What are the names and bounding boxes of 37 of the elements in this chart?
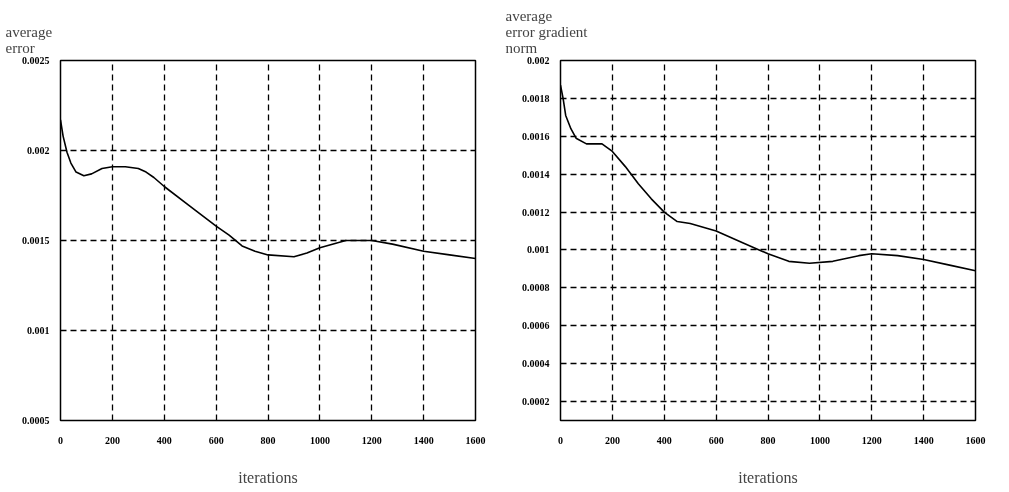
x-tick-label: 1400 <box>413 434 434 446</box>
y-tick-label: 0.0018 <box>522 92 550 104</box>
x-tick-label: 1600 <box>465 434 486 446</box>
y-tick-label: 0.001 <box>527 244 550 256</box>
x-tick-label: 600 <box>708 434 724 446</box>
x-tick-label: 1200 <box>861 434 882 446</box>
y-tick-label: 0.0005 <box>22 415 50 426</box>
x-tick-label: 1000 <box>809 434 830 446</box>
x-tick-label: 1000 <box>309 434 330 446</box>
y-tick-label: 0.0014 <box>522 168 550 180</box>
x-tick-label: 800 <box>260 434 276 446</box>
x-tick-label: 1200 <box>361 434 382 446</box>
x-tick-label: 0 <box>558 434 563 446</box>
x-tick-label: 600 <box>208 434 224 446</box>
x-tick-label: 1600 <box>965 434 986 446</box>
x-tick-label: 200 <box>604 434 620 446</box>
y-tick-label: 0.0004 <box>522 358 550 370</box>
y-tick-label: 0.0012 <box>522 206 550 218</box>
y-tick-label: 0.0006 <box>522 320 550 332</box>
x-axis-title: iterations <box>738 468 798 486</box>
y-axis-title: average error <box>5 23 53 56</box>
y-tick-label: 0.001 <box>27 325 50 336</box>
x-tick-label: 200 <box>104 434 120 446</box>
y-tick-label: 0.0025 <box>22 55 50 66</box>
y-tick-label: 0.0002 <box>522 396 550 408</box>
y-tick-label: 0.0015 <box>22 235 50 246</box>
x-tick-label: 0 <box>58 434 63 446</box>
y-tick-label: 0.0008 <box>522 282 550 294</box>
y-axis-title: average error gradient norm <box>505 7 589 56</box>
y-tick-label: 0.002 <box>527 55 550 66</box>
x-tick-label: 400 <box>656 434 672 446</box>
y-tick-label: 0.0016 <box>522 130 550 142</box>
x-axis-title: iterations <box>238 468 298 486</box>
x-tick-label: 1400 <box>913 434 934 446</box>
x-tick-label: 400 <box>156 434 172 446</box>
y-tick-label: 0.002 <box>27 145 50 156</box>
x-tick-label: 800 <box>760 434 776 446</box>
